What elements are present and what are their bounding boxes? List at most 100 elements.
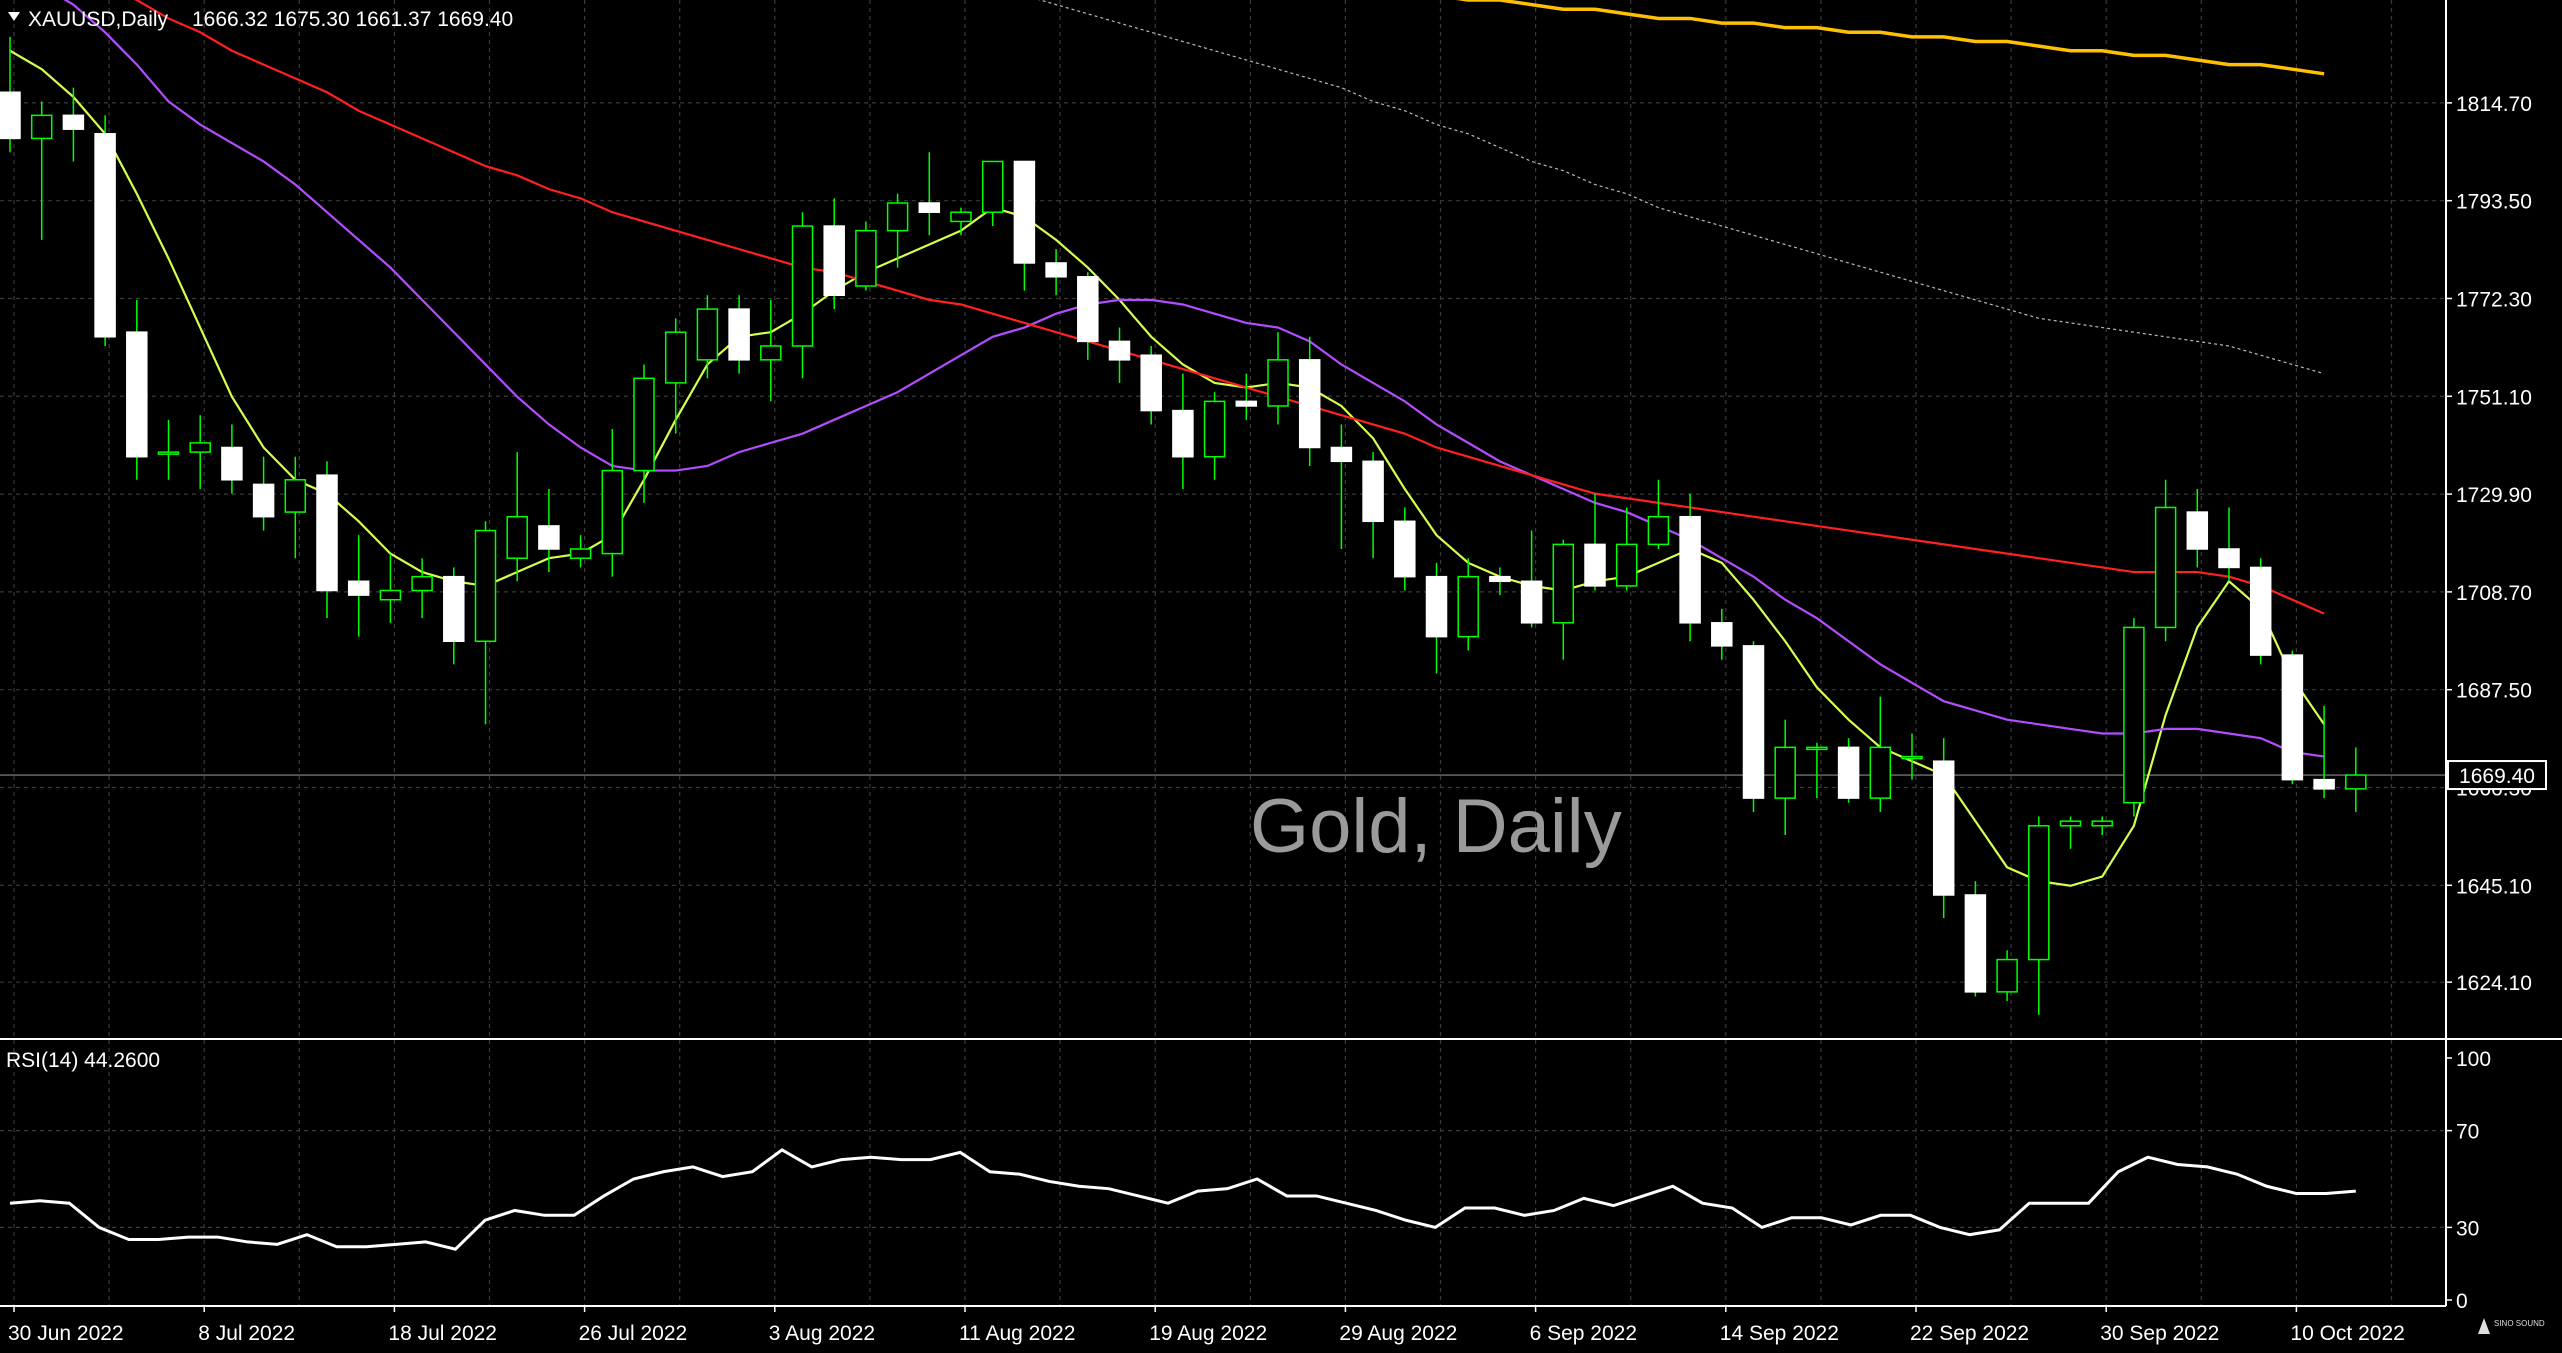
- candle[interactable]: [2281, 650, 2304, 785]
- candle[interactable]: [1457, 558, 1479, 651]
- candle[interactable]: [347, 535, 370, 637]
- candle[interactable]: [411, 558, 433, 619]
- candle[interactable]: [1520, 530, 1543, 628]
- candle[interactable]: [886, 193, 909, 268]
- candle[interactable]: [189, 415, 211, 490]
- candle[interactable]: [981, 160, 1004, 227]
- candle[interactable]: [696, 295, 719, 379]
- candle[interactable]: [1774, 719, 1796, 836]
- candle[interactable]: [1679, 493, 1701, 642]
- candle-body-up: [2028, 825, 2050, 961]
- candle[interactable]: [1932, 738, 1955, 919]
- candle[interactable]: [1394, 507, 1416, 591]
- candle[interactable]: [1711, 608, 1733, 660]
- rsi-panel[interactable]: [9, 1148, 2356, 1251]
- candle[interactable]: [2186, 489, 2209, 568]
- candle[interactable]: [1077, 272, 1099, 360]
- candle[interactable]: [1425, 562, 1448, 674]
- candle[interactable]: [2028, 816, 2050, 1015]
- candle[interactable]: [1742, 641, 1765, 812]
- candle[interactable]: [760, 299, 782, 402]
- candle[interactable]: [1901, 733, 1923, 780]
- candle[interactable]: [823, 198, 845, 310]
- candle[interactable]: [633, 364, 655, 503]
- candle[interactable]: [728, 295, 750, 374]
- candle[interactable]: [538, 489, 560, 573]
- candle[interactable]: [506, 452, 528, 582]
- candle[interactable]: [2091, 816, 2113, 836]
- candle[interactable]: [1330, 424, 1353, 549]
- candle[interactable]: [474, 521, 497, 725]
- candle[interactable]: [664, 318, 687, 434]
- candle[interactable]: [1235, 373, 1258, 420]
- candle[interactable]: [0, 36, 21, 153]
- candle[interactable]: [94, 115, 116, 346]
- candle[interactable]: [30, 101, 53, 240]
- candle[interactable]: [126, 299, 148, 480]
- candle[interactable]: [1964, 881, 1987, 997]
- candle-body-down: [221, 446, 243, 481]
- candle[interactable]: [1552, 539, 1575, 660]
- candle[interactable]: [1489, 567, 1511, 596]
- x-tick-label: 19 Aug 2022: [1149, 1322, 1267, 1345]
- candle[interactable]: [2249, 558, 2272, 665]
- candle[interactable]: [1647, 479, 1670, 549]
- candle[interactable]: [1615, 507, 1638, 591]
- rsi-label: RSI(14) 44.2600: [6, 1049, 160, 1072]
- candle[interactable]: [1362, 452, 1384, 559]
- candle[interactable]: [284, 456, 307, 559]
- candle-body-up: [2091, 820, 2113, 827]
- candle[interactable]: [316, 461, 338, 619]
- y-tick-label: 1751.10: [2456, 386, 2532, 409]
- rsi-line: [9, 1148, 2356, 1251]
- candle[interactable]: [2059, 816, 2082, 849]
- candle[interactable]: [2313, 705, 2335, 799]
- candle[interactable]: [950, 207, 972, 236]
- candle[interactable]: [1996, 950, 2018, 1002]
- candle-body-up: [2123, 626, 2145, 804]
- candle[interactable]: [855, 221, 877, 291]
- candle[interactable]: [2345, 747, 2367, 812]
- candle[interactable]: [379, 553, 402, 623]
- candle[interactable]: [918, 152, 941, 236]
- candle-body-down: [728, 308, 750, 361]
- candle[interactable]: [443, 567, 465, 665]
- candle[interactable]: [1013, 160, 1036, 291]
- candle[interactable]: [2123, 618, 2145, 817]
- candle[interactable]: [1584, 493, 1606, 591]
- x-tick-label: 30 Sep 2022: [2100, 1322, 2219, 1345]
- candle[interactable]: [1869, 696, 1892, 812]
- candle[interactable]: [1267, 332, 1289, 425]
- candle[interactable]: [601, 429, 624, 577]
- candle[interactable]: [62, 87, 85, 162]
- candle-body-up: [1869, 746, 1892, 799]
- candle[interactable]: [791, 212, 814, 379]
- candle[interactable]: [1806, 742, 1828, 799]
- candle-body-down: [443, 575, 465, 643]
- candle-body-down: [1425, 575, 1448, 638]
- candle[interactable]: [1298, 336, 1321, 466]
- candle-body-up: [1203, 400, 1226, 458]
- candle[interactable]: [1140, 346, 1162, 425]
- candle-body-up: [2345, 774, 2367, 790]
- candle-body-up: [601, 469, 624, 555]
- candle[interactable]: [569, 535, 592, 568]
- x-tick-label: 18 Jul 2022: [388, 1322, 497, 1345]
- candle[interactable]: [1045, 249, 1067, 296]
- candle[interactable]: [1108, 327, 1131, 383]
- candle[interactable]: [2218, 507, 2240, 582]
- candle[interactable]: [252, 456, 275, 531]
- candle[interactable]: [221, 424, 243, 494]
- candle-body-up: [855, 229, 877, 287]
- candle[interactable]: [2154, 479, 2177, 642]
- candle[interactable]: [157, 419, 180, 480]
- x-tick-label: 22 Sep 2022: [1910, 1322, 2029, 1345]
- candle[interactable]: [1837, 738, 1860, 803]
- candles[interactable]: [0, 36, 2367, 1015]
- candle[interactable]: [1172, 373, 1194, 490]
- symbol-menu-triangle-icon[interactable]: [8, 12, 20, 21]
- candle[interactable]: [1203, 392, 1226, 480]
- y-tick-label: 1772.30: [2456, 288, 2532, 311]
